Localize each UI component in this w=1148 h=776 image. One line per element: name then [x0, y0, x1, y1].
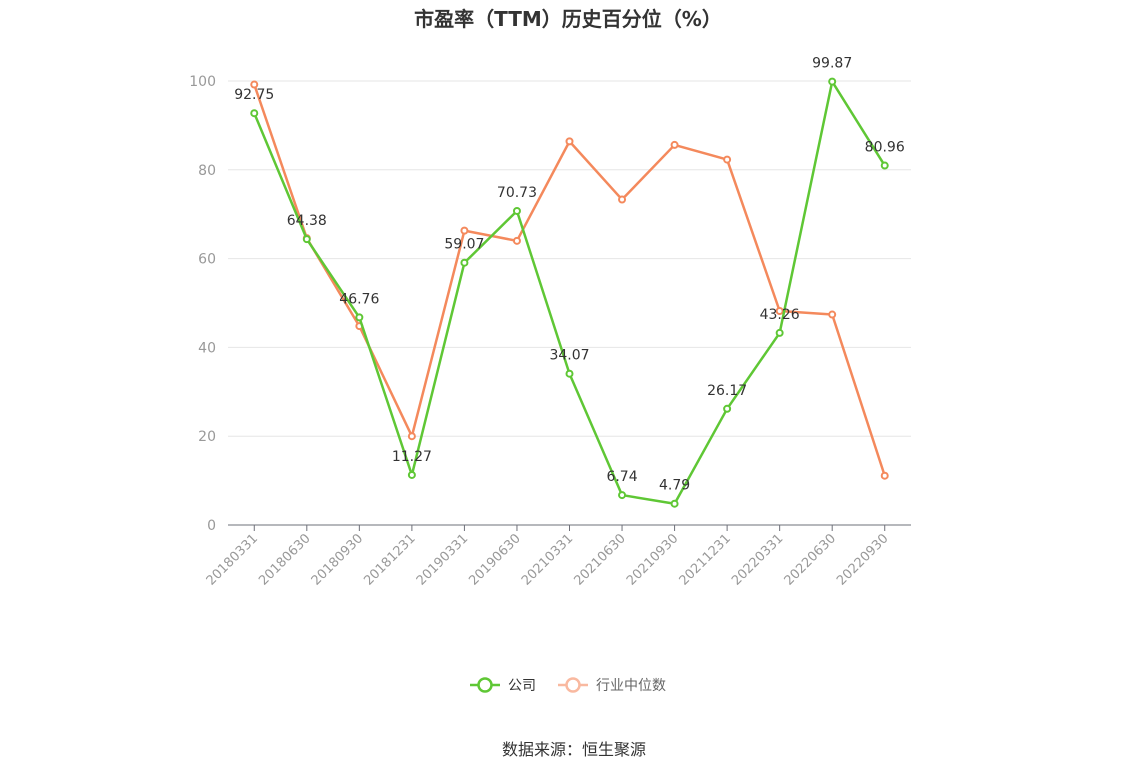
data-point[interactable]: [618, 491, 627, 500]
data-labels: 92.75 64.38 46.76 11.27 59.07 70.73 34.07 6.74 4…: [234, 56, 905, 494]
data-point[interactable]: [512, 206, 521, 215]
series-company: [250, 77, 889, 508]
data-point[interactable]: [775, 306, 784, 315]
grid-lines: [228, 80, 911, 437]
y-tick-label: 0: [207, 518, 216, 534]
y-axis-ticks: 0 20 40 60 80 100: [189, 74, 216, 534]
data-label: 59.07: [444, 237, 484, 253]
legend-swatch-marker: [477, 677, 493, 693]
y-tick-label: 40: [198, 340, 216, 356]
data-point[interactable]: [355, 313, 364, 322]
x-tick-label: 20220930: [834, 531, 891, 588]
data-label: 64.38: [287, 213, 327, 229]
x-tick-label: 20190331: [414, 531, 471, 588]
x-tick-label: 20180930: [309, 531, 366, 588]
data-point[interactable]: [723, 404, 732, 413]
x-tick-label: 20210930: [624, 531, 681, 588]
data-point[interactable]: [302, 235, 311, 244]
data-label: 92.75: [234, 87, 274, 103]
data-label: 4.79: [659, 478, 690, 494]
legend-swatch-marker: [565, 677, 581, 693]
data-point[interactable]: [250, 80, 259, 89]
data-point[interactable]: [670, 499, 679, 508]
data-point[interactable]: [565, 369, 574, 378]
data-point[interactable]: [775, 328, 784, 337]
source-note: 数据来源：恒生聚源: [502, 740, 646, 759]
data-label: 43.26: [760, 307, 800, 323]
series-layer: [250, 77, 889, 508]
data-label: 26.17: [707, 383, 747, 399]
x-tick-label: 20181231: [361, 531, 418, 588]
x-tick-label: 20180331: [204, 531, 261, 588]
data-point[interactable]: [880, 161, 889, 170]
legend-item-industry-median[interactable]: 行业中位数: [558, 677, 666, 694]
data-label: 99.87: [812, 56, 852, 72]
data-point[interactable]: [618, 195, 627, 204]
x-tick-label: 20220630: [782, 531, 839, 588]
legend-label: 行业中位数: [596, 678, 666, 694]
data-point[interactable]: [512, 236, 521, 245]
x-tick-label: 20220331: [729, 531, 786, 588]
data-point[interactable]: [250, 109, 259, 118]
y-tick-label: 60: [198, 252, 216, 268]
data-point[interactable]: [670, 140, 679, 149]
data-label: 34.07: [549, 348, 589, 364]
data-label: 46.76: [339, 291, 379, 307]
data-point[interactable]: [828, 77, 837, 86]
legend[interactable]: 公司 行业中位数: [470, 677, 666, 694]
x-tick-label: 20180630: [256, 531, 313, 588]
data-point[interactable]: [723, 155, 732, 164]
series-industry-median: [250, 80, 889, 480]
y-tick-label: 100: [189, 74, 216, 90]
chart-title: 市盈率（TTM）历史百分位（%）: [414, 7, 722, 31]
data-point[interactable]: [460, 226, 469, 235]
x-tick-label: 20211231: [677, 531, 734, 588]
data-point[interactable]: [460, 258, 469, 267]
x-tick-label: 20190630: [466, 531, 523, 588]
data-label: 70.73: [497, 185, 537, 201]
legend-label: 公司: [508, 678, 536, 694]
x-tick-label: 20210331: [519, 531, 576, 588]
data-point[interactable]: [565, 137, 574, 146]
legend-item-company[interactable]: 公司: [470, 677, 536, 694]
data-point[interactable]: [407, 432, 416, 441]
data-point[interactable]: [407, 470, 416, 479]
x-axis: 2018033120180630201809302018123120190331…: [204, 524, 911, 589]
data-label: 11.27: [392, 449, 432, 465]
y-tick-label: 20: [198, 429, 216, 445]
x-tick-label: 20210630: [571, 531, 628, 588]
data-label: 80.96: [865, 140, 905, 156]
y-tick-label: 80: [198, 163, 216, 179]
data-point[interactable]: [880, 471, 889, 480]
data-label: 6.74: [606, 469, 637, 485]
data-point[interactable]: [828, 310, 837, 319]
